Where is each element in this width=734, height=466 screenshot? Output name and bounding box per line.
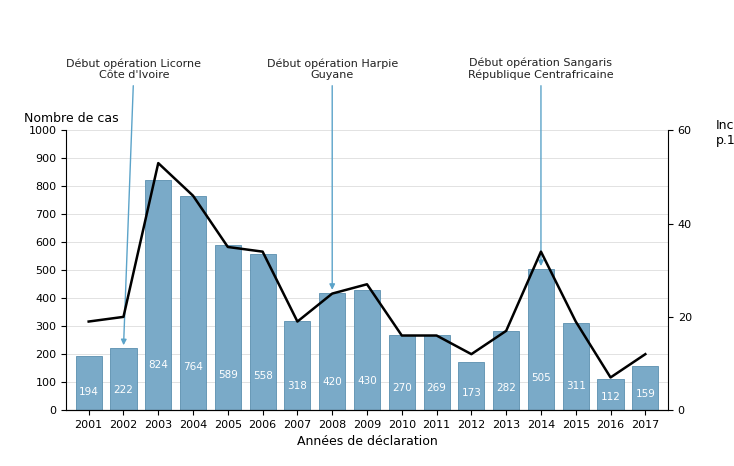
Text: 505: 505 <box>531 373 550 384</box>
Bar <box>528 269 554 410</box>
Text: 159: 159 <box>636 389 655 399</box>
Bar <box>76 356 102 410</box>
Y-axis label: Incidence
p.100h-an: Incidence p.100h-an <box>716 119 734 147</box>
Bar <box>180 197 206 410</box>
Text: 269: 269 <box>426 383 446 393</box>
Text: Début opération Sangaris
République Centrafricaine: Début opération Sangaris République Cent… <box>468 57 614 265</box>
Bar <box>632 366 658 410</box>
Bar <box>354 290 380 410</box>
Bar <box>145 180 171 410</box>
Text: 222: 222 <box>114 385 134 395</box>
Bar <box>458 362 484 410</box>
Bar <box>250 254 276 410</box>
Text: Début opération Licorne
Côte d'Ivoire: Début opération Licorne Côte d'Ivoire <box>66 58 201 344</box>
Bar <box>389 335 415 410</box>
Text: 173: 173 <box>462 388 482 398</box>
Text: 112: 112 <box>600 392 620 402</box>
Bar <box>424 335 450 410</box>
Text: 430: 430 <box>357 377 377 386</box>
Bar <box>319 293 345 410</box>
Text: 318: 318 <box>288 381 308 391</box>
Y-axis label: Nombre de cas: Nombre de cas <box>24 112 119 125</box>
X-axis label: Années de déclaration: Années de déclaration <box>297 435 437 448</box>
Text: 311: 311 <box>566 382 586 391</box>
Text: Début opération Harpie
Guyane: Début opération Harpie Guyane <box>266 58 398 288</box>
Bar <box>597 379 624 410</box>
Text: 824: 824 <box>148 360 168 370</box>
Text: 282: 282 <box>496 383 516 393</box>
Text: 420: 420 <box>322 377 342 387</box>
Text: 589: 589 <box>218 370 238 380</box>
Text: 194: 194 <box>79 386 98 397</box>
Bar <box>215 246 241 410</box>
Text: 270: 270 <box>392 383 412 393</box>
Bar <box>284 321 310 410</box>
Bar <box>563 323 589 410</box>
Bar <box>110 348 137 410</box>
Text: 764: 764 <box>183 363 203 372</box>
Text: 558: 558 <box>252 371 272 381</box>
Bar <box>493 331 519 410</box>
